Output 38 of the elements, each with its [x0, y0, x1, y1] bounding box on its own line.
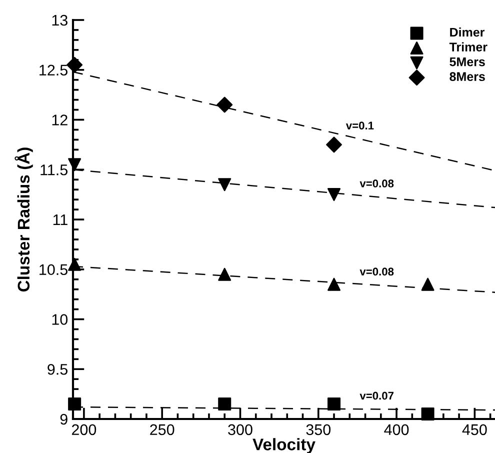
point — [328, 188, 341, 202]
point — [66, 56, 83, 73]
y-axis-title: Cluster Radius (Å) — [14, 148, 33, 292]
legend-label: 8Mers — [450, 72, 485, 82]
y-tick-label: 12 — [52, 114, 68, 126]
y-tick-label: 10 — [52, 314, 68, 325]
y-tick-label: 9 — [60, 414, 68, 425]
point — [421, 408, 434, 421]
annotation: v=0.08 — [360, 268, 394, 276]
point — [68, 258, 82, 271]
annotation: v=0.07 — [360, 392, 394, 400]
y-tick-label: 11 — [53, 214, 68, 226]
x-tick-label: 400 — [384, 424, 409, 436]
legend-label: Dimer — [450, 28, 485, 37]
point — [326, 136, 342, 153]
y-tick-label: 10.5 — [40, 264, 68, 276]
y-tick-label: 12.5 — [40, 64, 68, 76]
x-tick-label: 200 — [72, 424, 96, 436]
y-tick-label: 11.5 — [40, 164, 68, 176]
point — [218, 178, 232, 192]
point — [218, 398, 232, 411]
point — [421, 278, 434, 291]
y-tick-label: 13 — [52, 14, 68, 26]
x-tick-label: 450 — [462, 424, 487, 436]
y-tick-label: 9.5 — [48, 364, 68, 375]
annotation: v=0.1 — [346, 122, 374, 130]
point — [218, 268, 232, 281]
point — [68, 398, 82, 411]
x-tick-label: 250 — [150, 424, 174, 436]
x-tick-label: 350 — [306, 424, 331, 436]
point — [328, 278, 341, 291]
point — [216, 96, 233, 113]
legend-label: Trimer — [449, 42, 488, 52]
legend-label: 5Mers — [450, 58, 485, 66]
annotation: v=0.08 — [360, 180, 394, 188]
x-tick-label: 300 — [228, 424, 252, 436]
point — [68, 158, 82, 172]
point — [328, 398, 341, 411]
